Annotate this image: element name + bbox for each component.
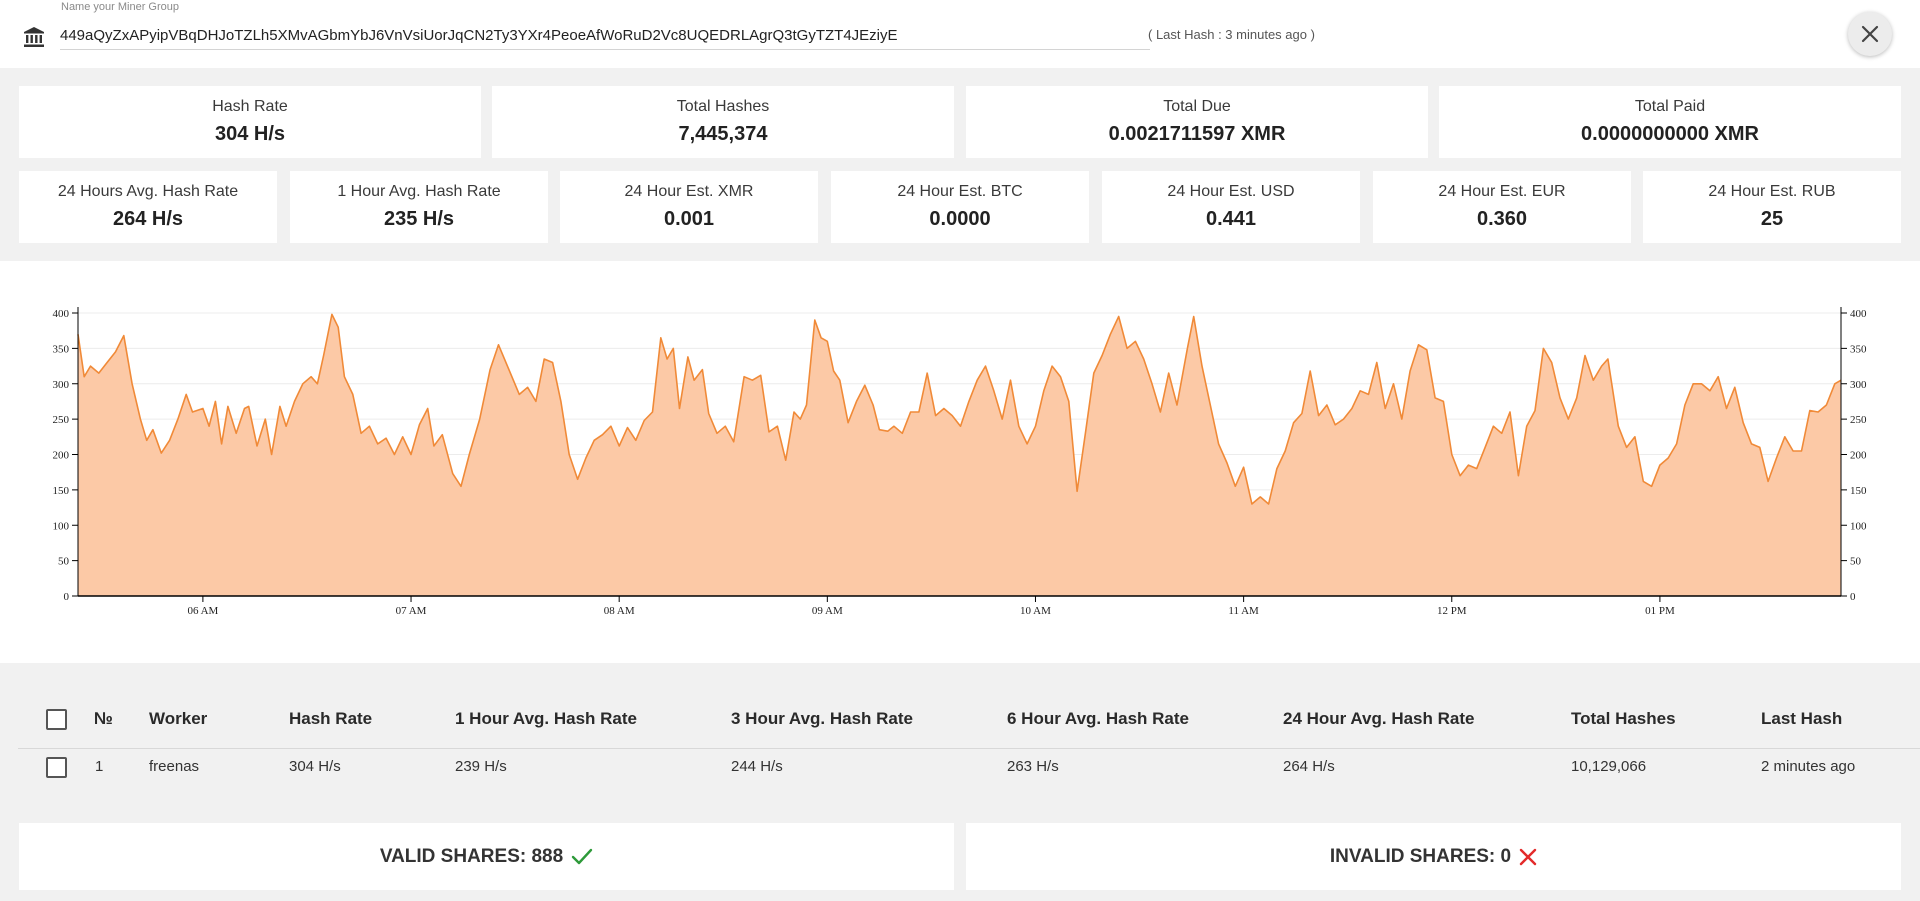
bank-icon [24,27,44,47]
hash-rate-chart: 0 0 50 50 100 100 150 150 200 200 250 250 300 300 350 3… [0,261,1920,663]
cell-24h-avg: 264 H/s [1283,758,1335,775]
cell-3h-avg: 244 H/s [731,758,783,775]
cell-number: 1 [95,758,104,775]
miner-group-label: Name your Miner Group [61,1,179,13]
x-tick-label: 09 AM [812,605,843,617]
column-header-hash-rate: Hash Rate [289,709,373,728]
x-tick-label: 08 AM [604,605,635,617]
workers-table: № Worker Hash Rate 1 Hour Avg. Hash Rate… [0,663,1920,901]
y-tick-label-left: 300 [53,379,70,391]
stat-value: 235 H/s [383,208,455,230]
y-tick-label-right: 50 [1850,556,1862,568]
column-header-number: № [94,709,113,728]
column-header-last-hash: Last Hash [1761,709,1843,728]
x-tick-label: 10 AM [1020,605,1051,617]
stat-card-total-paid: Total Paid 0.0000000000 XMR [1439,86,1901,158]
y-tick-label-right: 200 [1850,450,1867,462]
close-icon [1861,25,1879,43]
cell-6h-avg: 263 H/s [1007,758,1059,775]
stat-card-1h-avg-hash-rate: 1 Hour Avg. Hash Rate 235 H/s [290,171,548,243]
y-tick-label-right: 400 [1850,308,1867,320]
x-tick-label: 07 AM [396,605,427,617]
hash-rate-area [78,314,1841,596]
column-header-worker: Worker [149,709,208,728]
miner-address-input[interactable] [60,22,1150,50]
stat-label: Total Due [1163,98,1231,115]
row-checkbox[interactable] [46,757,67,778]
table-header-divider [18,748,1920,749]
stat-label: 24 Hour Est. USD [1167,183,1295,200]
column-header-6h-avg: 6 Hour Avg. Hash Rate [1007,709,1190,728]
column-header-24h-avg: 24 Hour Avg. Hash Rate [1283,709,1475,728]
y-tick-label-left: 350 [53,343,70,355]
stat-label: 24 Hour Est. XMR [624,183,754,200]
stat-value: 0.0000000000 XMR [1581,123,1759,145]
y-tick-label-left: 100 [53,520,70,532]
y-tick-label-left: 50 [58,556,70,568]
stat-value: 0.0021711597 XMR [1108,123,1286,145]
cell-1h-avg: 239 H/s [455,758,507,775]
x-tick-label: 01 PM [1645,605,1675,617]
last-hash-note: ( Last Hash : 3 minutes ago ) [1148,27,1315,42]
stat-value: 264 H/s [112,208,184,230]
y-tick-label-left: 400 [53,308,70,320]
invalid-shares-label: INVALID SHARES: 0 [1329,845,1512,867]
close-button[interactable] [1848,12,1892,56]
stat-label: 24 Hour Est. RUB [1708,183,1836,200]
stat-label: Total Paid [1634,98,1706,115]
column-header-total-hashes: Total Hashes [1571,709,1676,728]
cell-worker: freenas [149,758,200,775]
x-tick-label: 12 PM [1437,605,1467,617]
stat-value: 25 [1760,208,1784,230]
stat-card-24h-est-btc: 24 Hour Est. BTC 0.0000 [831,171,1089,243]
stat-card-total-hashes: Total Hashes 7,445,374 [492,86,954,158]
hash-rate-line [77,313,1842,505]
select-all-checkbox[interactable] [46,709,67,730]
column-header-1h-avg: 1 Hour Avg. Hash Rate [455,709,638,728]
x-tick-label: 11 AM [1228,605,1259,617]
stat-label: Hash Rate [212,98,288,115]
stat-card-24h-avg-hash-rate: 24 Hours Avg. Hash Rate 264 H/s [19,171,277,243]
y-tick-label-left: 0 [64,591,70,603]
y-tick-label-right: 150 [1850,485,1867,497]
stat-label: 24 Hours Avg. Hash Rate [57,183,239,200]
x-tick-label: 06 AM [187,605,218,617]
stat-value: 0.360 [1476,208,1528,230]
stat-value: 0.0000 [929,208,991,230]
stat-label: 1 Hour Avg. Hash Rate [337,183,501,200]
header: Name your Miner Group ( Last Hash : 3 mi… [0,0,1920,68]
check-icon [571,848,593,864]
cell-last-hash: 2 minutes ago [1761,758,1856,775]
valid-shares-label: VALID SHARES: 888 [379,845,564,867]
stats-area: Hash Rate 304 H/s Total Hashes 7,445,374… [0,68,1920,261]
stat-value: 7,445,374 [678,123,768,145]
y-tick-label-right: 300 [1850,379,1867,391]
stat-value: 0.441 [1205,208,1257,230]
hash-rate-chart-svg: 0 0 50 50 100 100 150 150 200 200 250 250 300 300 350 3… [53,307,1867,617]
stat-label: Total Hashes [676,98,770,115]
stat-card-24h-est-xmr: 24 Hour Est. XMR 0.001 [560,171,818,243]
stat-card-total-due: Total Due 0.0021711597 XMR [966,86,1428,158]
stat-card-24h-est-rub: 24 Hour Est. RUB 25 [1643,171,1901,243]
stat-card-24h-est-usd: 24 Hour Est. USD 0.441 [1102,171,1360,243]
stat-value: 0.001 [663,208,715,230]
valid-shares-card: VALID SHARES: 888 [19,823,954,890]
y-tick-label-right: 250 [1850,414,1867,426]
y-tick-label-left: 250 [53,414,70,426]
y-tick-label-left: 200 [53,450,70,462]
stat-card-24h-est-eur: 24 Hour Est. EUR 0.360 [1373,171,1631,243]
stat-card-hash-rate: Hash Rate 304 H/s [19,86,481,158]
cross-icon [1519,848,1537,865]
y-tick-label-left: 150 [53,485,70,497]
cell-hash-rate: 304 H/s [289,758,341,775]
stat-label: 24 Hour Est. BTC [897,183,1023,200]
stat-label: 24 Hour Est. EUR [1438,183,1566,200]
cell-total-hashes: 10,129,066 [1571,758,1647,775]
invalid-shares-card: INVALID SHARES: 0 [966,823,1901,890]
y-tick-label-right: 350 [1850,343,1867,355]
column-header-3h-avg: 3 Hour Avg. Hash Rate [731,709,914,728]
y-tick-label-right: 0 [1850,591,1856,603]
y-tick-label-right: 100 [1850,520,1867,532]
stat-value: 304 H/s [214,123,286,145]
